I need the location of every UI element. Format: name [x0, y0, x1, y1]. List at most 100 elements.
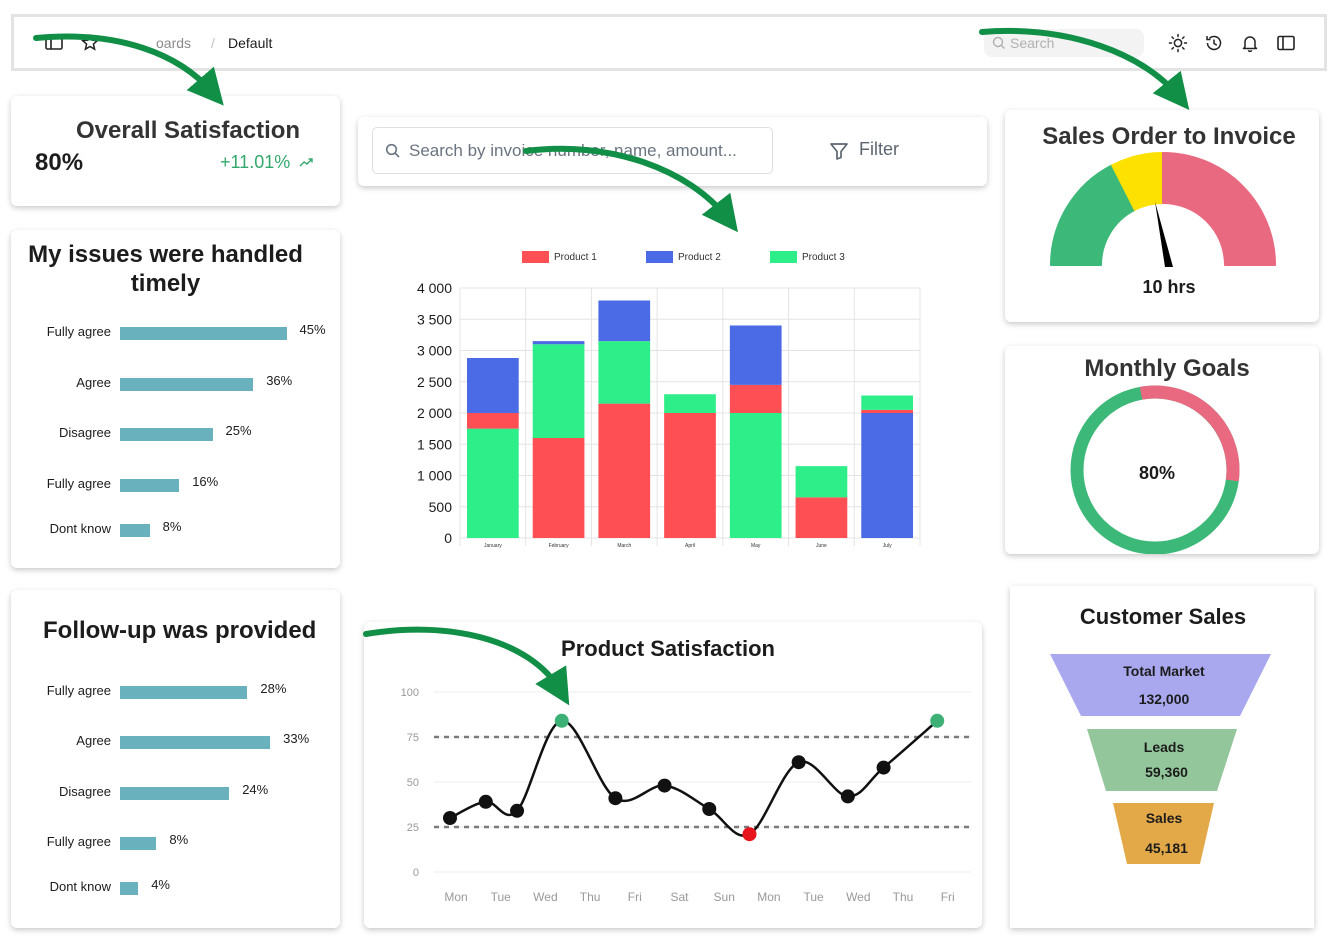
bar-segment	[598, 300, 651, 342]
survey-row-pct: 36%	[266, 373, 293, 388]
legend-label: Product 1	[554, 252, 597, 263]
x-tick-label: Tue	[803, 890, 824, 904]
y-tick-label: 75	[407, 732, 419, 744]
survey-row-pct: 4%	[151, 877, 170, 892]
gauge-title: Sales Order to Invoice	[1042, 123, 1296, 150]
funnel-label-total-market: Total Market	[1123, 663, 1205, 679]
x-tick-label: Mon	[757, 890, 780, 904]
funnel-value-sales: 45,181	[1145, 840, 1188, 856]
survey-row-pct: 28%	[260, 681, 287, 696]
data-point	[478, 794, 493, 809]
monthly-goals-donut	[1070, 385, 1240, 554]
sun-icon[interactable]	[1168, 33, 1188, 53]
bar-segment	[729, 384, 782, 413]
breadcrumb-separator: /	[211, 35, 215, 51]
bell-icon[interactable]	[1240, 33, 1260, 53]
global-search-input[interactable]: Search	[984, 29, 1144, 57]
breadcrumb-dashboards[interactable]: oards	[156, 35, 192, 51]
survey-bar	[120, 837, 157, 850]
survey-row-label: Fully agree	[46, 324, 111, 339]
data-point	[840, 789, 855, 804]
x-tick-label: July	[883, 543, 892, 549]
bar-segment	[861, 413, 913, 538]
customer-sales-card: Customer Sales Total Market 132,000 Lead…	[1010, 586, 1314, 928]
overall-satisfaction-change: +11.01%	[220, 152, 291, 172]
overall-satisfaction-value: 80%	[35, 149, 84, 176]
x-tick-label: Thu	[893, 890, 914, 904]
star-icon[interactable]	[80, 33, 100, 53]
bar-segment	[532, 341, 585, 345]
funnel-label-sales: Sales	[1145, 810, 1183, 826]
gauge-needle	[1154, 201, 1173, 267]
survey-row-pct: 25%	[225, 423, 252, 438]
invoice-search-placeholder: Search by invoice number, name, amount..…	[409, 141, 737, 160]
customer-sales-title: Customer Sales	[1079, 604, 1247, 629]
x-tick-label: June	[816, 543, 827, 549]
survey-bar	[120, 787, 230, 800]
x-tick-label: April	[685, 543, 695, 549]
survey-bar	[120, 686, 248, 699]
data-point	[742, 827, 757, 842]
x-tick-label: Fri	[941, 890, 955, 904]
x-tick-label: Wed	[533, 890, 557, 904]
funnel-label-leads: Leads	[1143, 739, 1185, 755]
panel-toggle-icon[interactable]	[1276, 33, 1296, 53]
global-search-placeholder: Search	[1010, 35, 1055, 51]
trend-up-icon	[299, 158, 313, 167]
bar-segment	[467, 428, 519, 538]
x-tick-label: Sun	[714, 890, 735, 904]
y-tick-label: 2 500	[417, 374, 452, 390]
bar-segment	[729, 413, 782, 538]
funnel-value-leads: 59,360	[1145, 764, 1188, 780]
issues-handled-card: My issues were handled timely Fully agre…	[11, 230, 340, 568]
gauge-chart	[1050, 152, 1276, 267]
bar-segment	[664, 394, 716, 413]
funnel-stage-total-market	[1050, 654, 1271, 716]
survey-row-pct: 24%	[242, 782, 269, 797]
y-tick-label: 3 000	[417, 343, 452, 359]
filter-icon[interactable]	[829, 141, 849, 161]
x-tick-label: May	[751, 543, 761, 549]
data-point	[702, 802, 717, 816]
invoice-search-card: Search by invoice number, name, amount..…	[358, 117, 987, 186]
data-point	[554, 713, 569, 728]
donut-segment-remaining	[1139, 385, 1240, 482]
funnel-stage-sales	[1113, 803, 1214, 864]
survey-row-pct: 8%	[162, 519, 182, 534]
search-icon	[385, 143, 400, 158]
monthly-goals-value: 80%	[1138, 463, 1176, 483]
bar-segment	[532, 438, 585, 538]
follow-up-title: Follow-up was provided	[43, 617, 317, 644]
y-tick-label: 0	[444, 530, 452, 546]
overall-satisfaction-card: Overall Satisfaction 80% +11.01%	[11, 96, 340, 206]
x-tick-label: Tue	[491, 890, 512, 904]
y-tick-label: 50	[407, 777, 419, 789]
survey-row-label: Fully agree	[46, 834, 111, 849]
data-point	[791, 755, 806, 770]
y-tick-label: 500	[429, 499, 453, 515]
survey-row-label: Agree	[76, 375, 111, 390]
survey-row-label: Fully agree	[46, 683, 111, 698]
survey-row-label: Dont know	[49, 521, 111, 536]
legend-label: Product 3	[802, 252, 845, 263]
data-point	[443, 811, 457, 825]
x-tick-label: Wed	[846, 890, 870, 904]
data-point	[608, 791, 623, 806]
survey-row-label: Agree	[76, 733, 111, 748]
sidebar-toggle-icon[interactable]	[44, 33, 64, 53]
invoice-search-input[interactable]: Search by invoice number, name, amount..…	[372, 127, 773, 174]
legend-swatch	[770, 251, 797, 263]
survey-bar	[120, 378, 254, 391]
search-icon	[992, 36, 1005, 49]
survey-row-pct: 45%	[299, 322, 326, 337]
bar-segment	[532, 344, 585, 438]
y-tick-label: 1 000	[417, 468, 452, 484]
bar-segment	[598, 341, 651, 404]
data-point	[510, 803, 525, 818]
filter-button[interactable]: Filter	[859, 139, 899, 159]
y-tick-label: 3 500	[417, 311, 452, 327]
x-tick-label: Mon	[444, 890, 467, 904]
survey-row-pct: 8%	[169, 832, 189, 847]
legend-swatch	[522, 251, 549, 263]
history-icon[interactable]	[1204, 33, 1224, 53]
